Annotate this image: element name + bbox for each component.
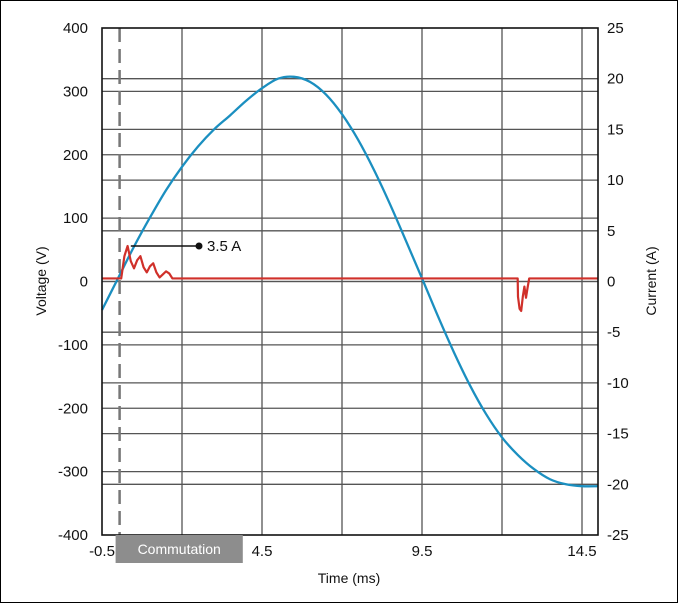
y-left-tick-label: 400	[63, 20, 88, 37]
y-left-tick-label: -300	[58, 464, 88, 481]
y-left-tick-label: 300	[63, 83, 88, 100]
y-right-tick-label: 25	[607, 20, 624, 37]
series-layer	[100, 28, 599, 535]
axes: 400 300 200 100 0 -100 -200 -300 -400 25 20 15 10 5 0 -…	[58, 20, 629, 563]
grid	[102, 28, 598, 535]
y-axis-left-label: Voltage (V)	[33, 246, 49, 315]
y-left-tick-label: -100	[58, 337, 88, 354]
y-right-tick-label: 10	[607, 172, 624, 189]
annotation-layer: 3.5 A	[130, 238, 241, 255]
y-left-tick-label: 100	[63, 210, 88, 227]
annotation-dot	[195, 242, 203, 250]
y-left-tick-label: 0	[80, 274, 88, 291]
y-right-tick-label: 15	[607, 121, 624, 138]
y-right-tick-label: 5	[607, 223, 615, 240]
x-axis-label: Time (ms)	[318, 570, 380, 586]
x-tick-label: 14.5	[567, 543, 596, 560]
y-left-tick-label: -400	[58, 527, 88, 544]
plot-border	[101, 27, 599, 536]
y-right-tick-label: -15	[607, 426, 629, 443]
annotation-label: 3.5 A	[207, 238, 241, 255]
y-right-tick-label: -20	[607, 476, 629, 493]
commutation-label: Commutation	[138, 541, 221, 557]
commutation-bar	[115, 535, 243, 563]
labels: Time (ms) Voltage (V) Current (A)	[33, 246, 659, 586]
voltage-series-line	[100, 75, 599, 488]
x-tick-label: 9.5	[412, 543, 433, 560]
y-right-tick-label: -5	[607, 324, 620, 341]
current-series-line	[102, 244, 598, 313]
y-axis-right-label: Current (A)	[643, 246, 659, 315]
x-tick-label: -0.5	[89, 543, 115, 560]
y-right-tick-label: 20	[607, 71, 624, 88]
y-right-tick-label: 0	[607, 274, 615, 291]
y-left-tick-label: 200	[63, 147, 88, 164]
x-tick-label: 4.5	[252, 543, 273, 560]
y-right-tick-label: -25	[607, 527, 629, 544]
y-left-tick-label: -200	[58, 400, 88, 417]
y-right-tick-label: -10	[607, 375, 629, 392]
